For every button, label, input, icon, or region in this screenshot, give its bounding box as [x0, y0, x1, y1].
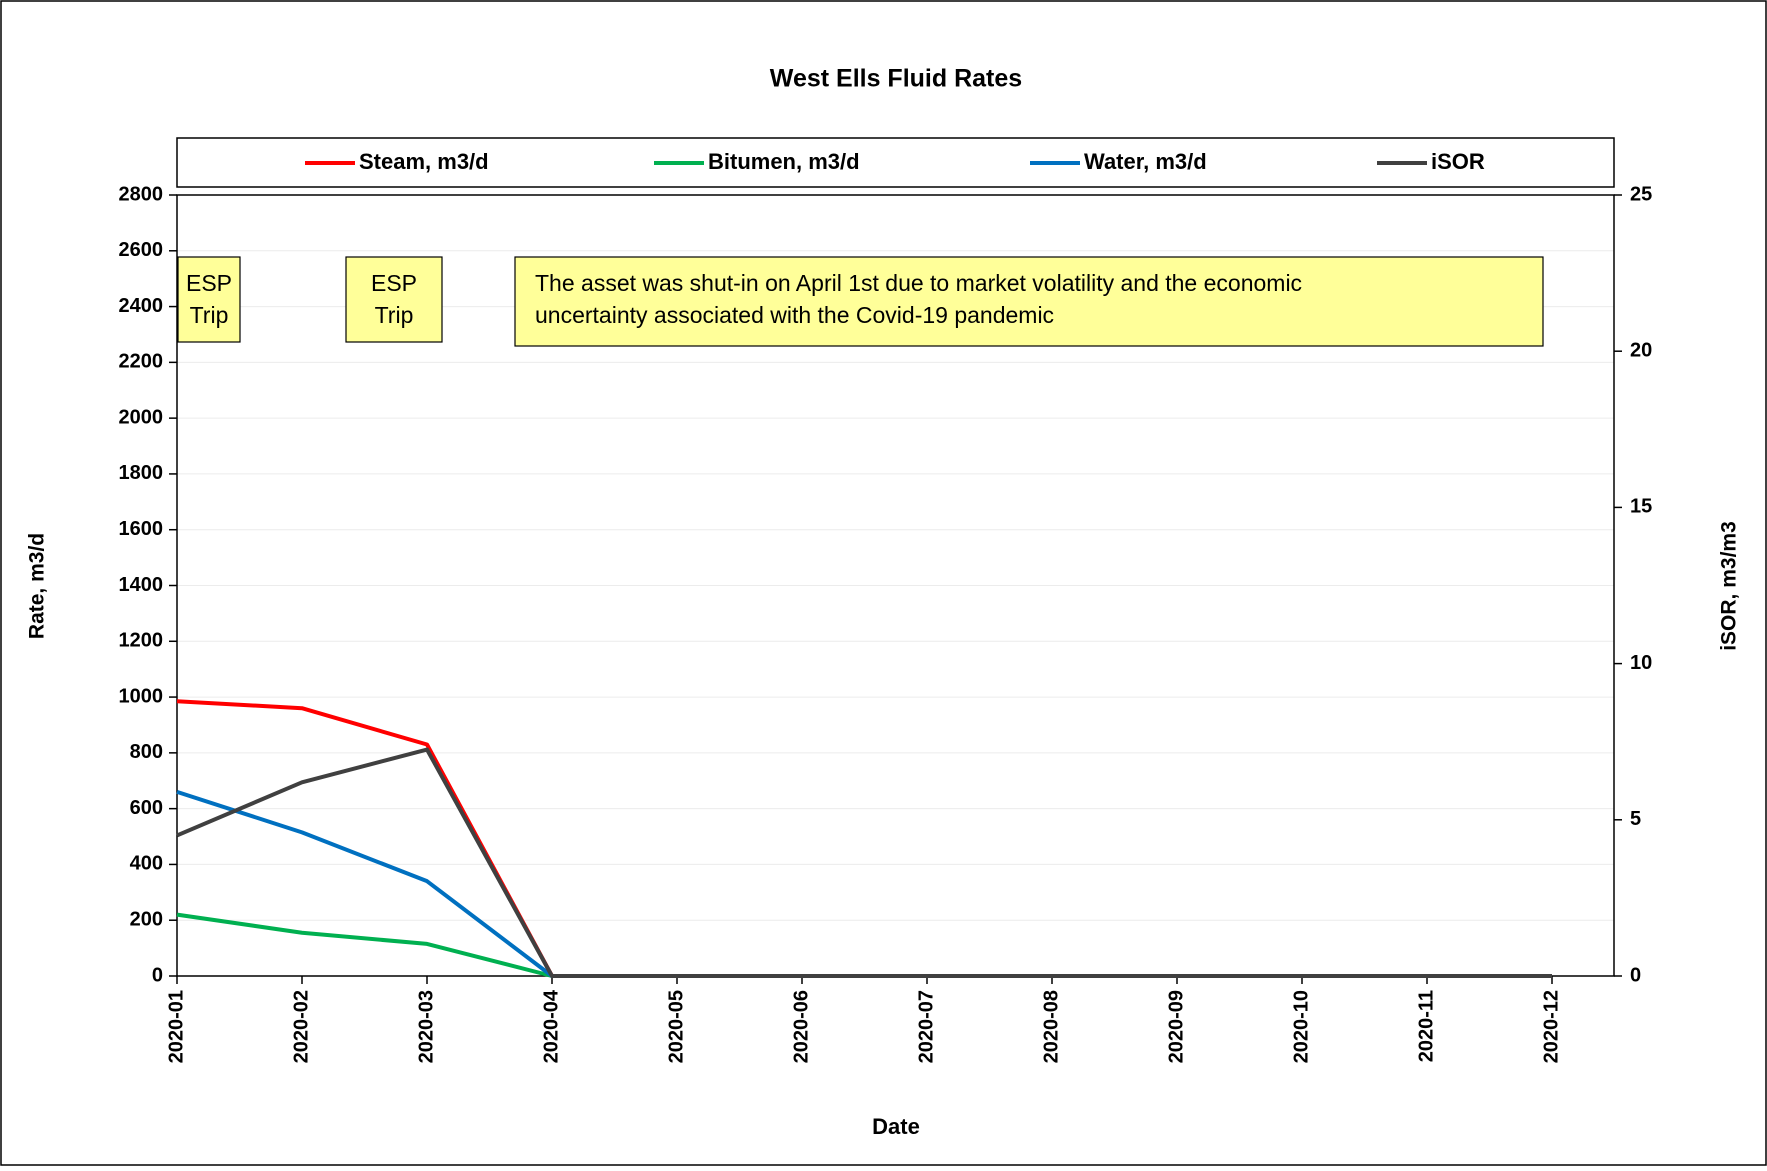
y-tick-label: 2200 — [119, 351, 164, 373]
y-tick-label: 200 — [130, 908, 163, 930]
legend-label: Water, m3/d — [1084, 149, 1207, 174]
annotation-text: ESP — [371, 270, 417, 296]
annotation-text: ESP — [186, 270, 232, 296]
series-line — [176, 747, 1552, 978]
y-tick-label: 2600 — [119, 239, 164, 261]
y-tick-label: 600 — [130, 797, 163, 819]
x-tick-label: 2020-10 — [1290, 990, 1312, 1063]
y-tick-label: 2000 — [119, 406, 164, 428]
y-tick-label: 1200 — [119, 630, 164, 652]
annotation-text: Trip — [375, 302, 414, 328]
y-axis-label: Rate, m3/d — [26, 533, 49, 639]
x-tick-label: 2020-04 — [540, 989, 562, 1063]
x-tick-label: 2020-06 — [790, 990, 812, 1063]
y-tick-label: 1800 — [119, 462, 164, 484]
legend-box — [176, 137, 1615, 188]
y2-axis-label: iSOR, m3/m3 — [1718, 521, 1741, 651]
annotation-box — [177, 256, 241, 343]
annotation-box — [514, 256, 1544, 347]
x-tick-label: 2020-05 — [665, 990, 687, 1063]
y2-tick-label: 20 — [1630, 339, 1652, 361]
annotation-box — [345, 256, 443, 343]
x-tick-label: 2020-12 — [1540, 990, 1562, 1063]
y-tick-label: 2400 — [119, 295, 164, 317]
y-tick-label: 1600 — [119, 518, 164, 540]
y-tick-label: 2800 — [119, 183, 164, 205]
y-tick-label: 1400 — [119, 574, 164, 596]
annotation-text: uncertainty associated with the Covid-19… — [535, 302, 1054, 328]
x-tick-label: 2020-02 — [290, 990, 312, 1063]
x-tick-label: 2020-03 — [415, 990, 437, 1063]
x-tick-label: 2020-01 — [165, 990, 187, 1063]
x-tick-label: 2020-08 — [1040, 990, 1062, 1063]
legend-label: iSOR — [1431, 149, 1485, 174]
y2-tick-label: 10 — [1630, 652, 1652, 674]
x-tick-label: 2020-11 — [1415, 990, 1437, 1062]
y-tick-label: 400 — [130, 853, 163, 875]
y-tick-label: 1000 — [119, 685, 164, 707]
y2-tick-label: 25 — [1630, 183, 1652, 205]
y2-tick-label: 0 — [1630, 964, 1641, 986]
x-axis-label: Date — [872, 1114, 920, 1139]
legend-label: Bitumen, m3/d — [708, 149, 860, 174]
y2-tick-label: 15 — [1630, 496, 1652, 518]
y-tick-label: 800 — [130, 741, 163, 763]
annotation-text: The asset was shut-in on April 1st due t… — [535, 270, 1302, 296]
x-tick-label: 2020-09 — [1165, 990, 1187, 1063]
chart-title: West Ells Fluid Rates — [770, 65, 1022, 93]
legend-label: Steam, m3/d — [359, 149, 489, 174]
y-tick-label: 0 — [152, 964, 163, 986]
x-tick-label: 2020-07 — [915, 990, 937, 1063]
annotation-text: Trip — [190, 302, 229, 328]
y2-tick-label: 5 — [1630, 808, 1641, 830]
